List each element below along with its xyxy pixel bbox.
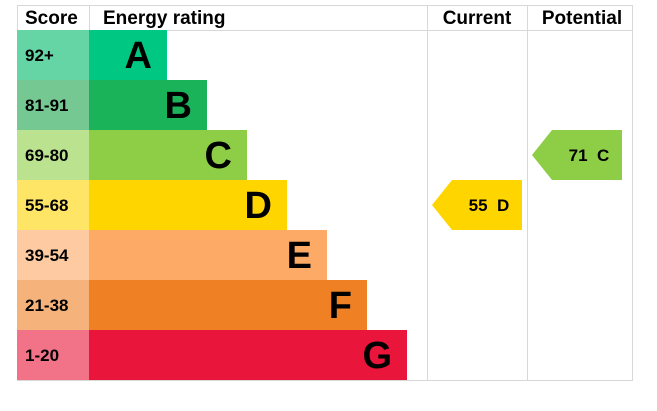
header-score: Score	[25, 8, 78, 29]
score-cell	[17, 230, 89, 280]
rating-bar	[89, 130, 247, 180]
band-row-b: 81-91 B	[17, 80, 207, 130]
potential-rating-arrow-shape	[532, 130, 622, 180]
band-row-d: 55-68 D	[17, 180, 287, 230]
rating-bar	[89, 330, 407, 380]
band-row-f: 21-38 F	[17, 280, 367, 330]
score-cell	[17, 30, 89, 80]
potential-rating-arrow-label: 71 C	[569, 146, 610, 165]
rating-bar	[89, 230, 327, 280]
score-cell	[17, 130, 89, 180]
score-cell	[17, 330, 89, 380]
rating-letter: F	[329, 285, 352, 327]
band-row-a: 92+ A	[17, 30, 167, 80]
current-rating-arrow: 55 D	[432, 180, 522, 230]
rating-letter: A	[125, 35, 152, 77]
current-rating-arrow-label: 55 D	[469, 196, 510, 215]
band-row-g: 1-20 G	[17, 330, 407, 380]
score-label: 92+	[25, 46, 54, 65]
current-rating-arrow-shape	[432, 180, 522, 230]
score-label: 21-38	[25, 296, 68, 315]
rating-bar	[89, 30, 167, 80]
rating-letter: G	[362, 335, 392, 377]
score-cell	[17, 280, 89, 330]
rating-letter: E	[287, 235, 312, 277]
rating-letter: D	[245, 185, 272, 227]
header-row: Score Energy rating Current Potential	[25, 8, 622, 29]
header-potential: Potential	[542, 8, 622, 29]
score-label: 1-20	[25, 346, 59, 365]
band-row-e: 39-54 E	[17, 230, 327, 280]
rating-bar	[89, 280, 367, 330]
score-label: 55-68	[25, 196, 68, 215]
rating-bands: 92+ A 81-91 B 69-80 C 55-68 D 39-54 E 21-38 F 1-20 G	[17, 30, 407, 380]
rating-arrows: 55 D 71 C	[432, 130, 622, 230]
rating-letter: C	[205, 135, 232, 177]
score-cell	[17, 180, 89, 230]
rating-letter: B	[165, 85, 192, 127]
rating-bar	[89, 80, 207, 130]
score-label: 39-54	[25, 246, 69, 265]
score-label: 81-91	[25, 96, 68, 115]
score-label: 69-80	[25, 146, 68, 165]
score-cell	[17, 80, 89, 130]
rating-bar	[89, 180, 287, 230]
header-energy-rating: Energy rating	[103, 8, 225, 29]
potential-rating-arrow: 71 C	[532, 130, 622, 180]
header-current: Current	[443, 8, 512, 29]
band-row-c: 69-80 C	[17, 130, 247, 180]
